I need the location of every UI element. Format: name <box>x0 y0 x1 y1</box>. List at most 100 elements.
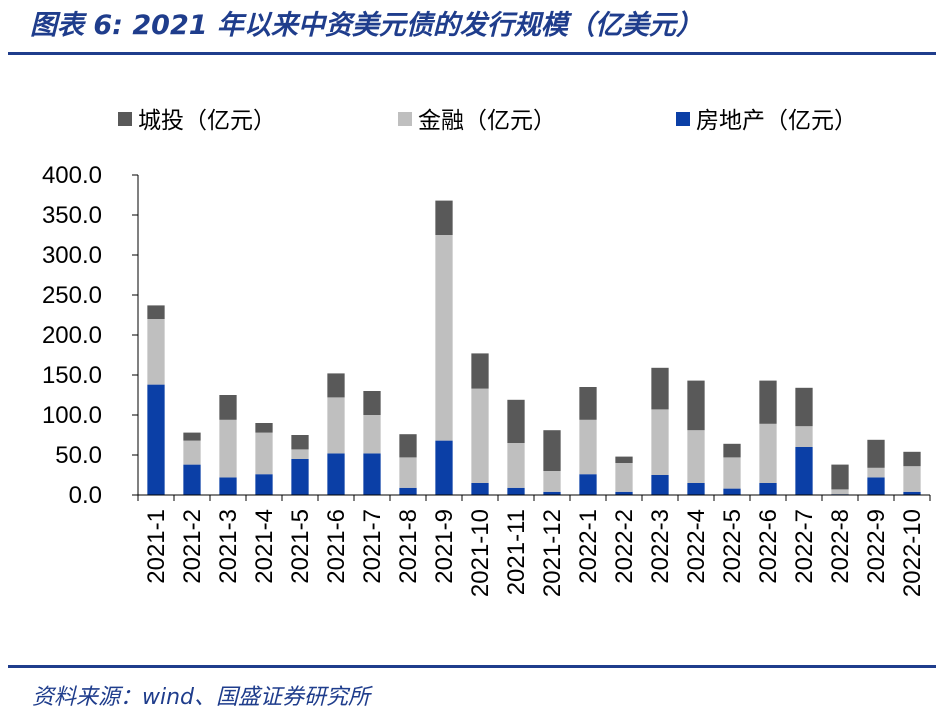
footer-rule <box>8 665 936 668</box>
x-tick-label: 2022-2 <box>611 509 638 584</box>
x-tick-label: 2022-1 <box>575 509 602 584</box>
legend-label: 房地产（亿元） <box>696 108 857 134</box>
bar-segment-2021-6-s0 <box>327 453 345 495</box>
bar-segment-2022-10-s0 <box>903 491 921 495</box>
bar-segment-2022-5-s2 <box>723 443 741 458</box>
bar-segment-2021-9-s1 <box>435 235 453 441</box>
bar-segment-2022-1-s2 <box>579 387 597 420</box>
bar-segment-2021-2-s2 <box>183 432 201 441</box>
bar-segment-2022-1-s0 <box>579 474 597 495</box>
bar-segment-2022-5-s0 <box>723 488 741 495</box>
bar-segment-2022-1-s1 <box>579 419 597 475</box>
bar-segment-2021-5-s2 <box>291 435 309 450</box>
bar-segment-2022-7-s0 <box>795 447 813 495</box>
bar-segment-2021-5-s0 <box>291 459 309 495</box>
bar-segment-2022-6-s1 <box>759 423 777 483</box>
x-tick-label: 2022-4 <box>683 509 710 584</box>
bar-segment-2021-6-s1 <box>327 397 345 454</box>
bar-segment-2021-11-s0 <box>507 487 525 495</box>
bar-segment-2021-3-s2 <box>219 395 237 420</box>
y-tick-label: 0.0 <box>69 482 102 509</box>
bar-segment-2022-3-s2 <box>651 367 669 410</box>
header-rule <box>8 52 936 55</box>
x-tick-label: 2022-5 <box>719 509 746 584</box>
x-tick-label: 2022-7 <box>791 509 818 584</box>
bar-segment-2022-9-s0 <box>867 477 885 495</box>
x-tick-label: 2022-8 <box>827 509 854 584</box>
y-tick-label: 400.0 <box>42 162 102 189</box>
bar-segment-2021-3-s1 <box>219 419 237 478</box>
bar-segment-2021-2-s1 <box>183 440 201 465</box>
x-tick-label: 2021-1 <box>143 509 170 584</box>
bar-segment-2021-10-s1 <box>471 388 489 483</box>
bar-segment-2021-8-s1 <box>399 457 417 488</box>
y-tick-label: 50.0 <box>55 442 102 469</box>
x-tick-label: 2021-2 <box>179 509 206 584</box>
x-tick-label: 2021-9 <box>431 509 458 584</box>
legend-swatch <box>118 112 132 126</box>
x-tick-label: 2021-3 <box>215 509 242 584</box>
x-tick-label: 2021-12 <box>539 509 566 597</box>
bar-segment-2022-2-s0 <box>615 491 633 495</box>
bar-segment-2021-1-s2 <box>147 305 165 319</box>
bar-segment-2022-6-s2 <box>759 380 777 424</box>
bar-segment-2022-8-s1 <box>831 489 849 495</box>
y-tick-label: 250.0 <box>42 282 102 309</box>
bar-segment-2021-11-s2 <box>507 399 525 443</box>
y-tick-label: 150.0 <box>42 362 102 389</box>
bar-segment-2021-7-s1 <box>363 415 381 454</box>
stacked-bar-chart: 城投（亿元） 金融（亿元） 房地产（亿元） 0.0 50.0 100.0 150.0 200… <box>42 108 931 597</box>
legend: 城投（亿元） 金融（亿元） 房地产（亿元） <box>118 108 857 134</box>
bar-segment-2022-3-s1 <box>651 409 669 475</box>
bar-segment-2021-8-s2 <box>399 434 417 458</box>
bar-segment-2021-12-s2 <box>543 430 561 471</box>
bar-segment-2021-7-s0 <box>363 453 381 495</box>
bar-segment-2022-4-s0 <box>687 483 705 495</box>
bar-segment-2021-1-s1 <box>147 319 165 385</box>
y-tick-label: 100.0 <box>42 402 102 429</box>
bar-segment-2021-3-s0 <box>219 477 237 495</box>
x-tick-label: 2021-11 <box>503 509 530 595</box>
bar-segment-2021-9-s2 <box>435 200 453 235</box>
bar-segment-2022-5-s1 <box>723 457 741 489</box>
legend-label: 城投（亿元） <box>138 108 276 134</box>
bar-segment-2022-2-s1 <box>615 463 633 492</box>
bar-segment-2021-8-s0 <box>399 487 417 495</box>
bar-segment-2022-4-s2 <box>687 380 705 431</box>
bar-segment-2022-10-s2 <box>903 451 921 467</box>
bars <box>147 200 921 495</box>
bar-segment-2021-9-s0 <box>435 440 453 495</box>
bar-segment-2021-11-s1 <box>507 443 525 488</box>
bar-segment-2021-1-s0 <box>147 384 165 495</box>
x-tick-label: 2021-7 <box>359 509 386 584</box>
bar-segment-2022-9-s1 <box>867 467 885 478</box>
x-tick-label: 2022-9 <box>863 509 890 584</box>
bar-segment-2022-10-s1 <box>903 466 921 492</box>
y-tick-label: 350.0 <box>42 202 102 229</box>
x-tick-label: 2021-4 <box>251 509 278 584</box>
y-tick-label: 200.0 <box>42 322 102 349</box>
source-note: 资料来源：wind、国盛证券研究所 <box>32 685 371 710</box>
bar-segment-2021-10-s2 <box>471 353 489 389</box>
x-tick-label: 2022-3 <box>647 509 674 584</box>
bar-segment-2021-4-s2 <box>255 423 273 433</box>
bar-segment-2022-8-s2 <box>831 464 849 490</box>
x-tick-label: 2021-10 <box>467 509 494 597</box>
bar-segment-2021-5-s1 <box>291 449 309 459</box>
x-tick-label: 2022-6 <box>755 509 782 584</box>
x-tick-label: 2021-6 <box>323 509 350 584</box>
bar-segment-2022-7-s1 <box>795 426 813 447</box>
bar-segment-2021-12-s0 <box>543 491 561 495</box>
y-tick-label: 300.0 <box>42 242 102 269</box>
bar-segment-2021-6-s2 <box>327 373 345 398</box>
axes: 0.0 50.0 100.0 150.0 200.0 250.0 300.0 350.0 400… <box>42 162 931 597</box>
x-tick-label: 2021-5 <box>287 509 314 584</box>
bar-segment-2022-7-s2 <box>795 387 813 427</box>
legend-label: 金融（亿元） <box>418 108 556 134</box>
bar-segment-2022-4-s1 <box>687 430 705 483</box>
bar-segment-2022-6-s0 <box>759 483 777 495</box>
bar-segment-2022-2-s2 <box>615 456 633 463</box>
bar-segment-2021-4-s0 <box>255 474 273 495</box>
bar-segment-2021-2-s0 <box>183 464 201 495</box>
legend-swatch <box>398 112 412 126</box>
